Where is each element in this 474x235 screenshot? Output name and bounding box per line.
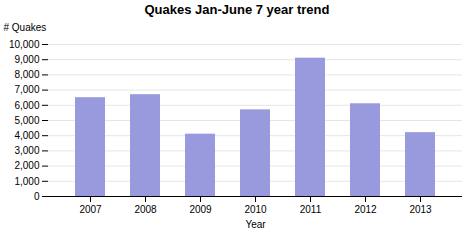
svg-text:2013: 2013 [409, 204, 432, 215]
svg-text:10,000: 10,000 [9, 39, 40, 50]
svg-text:5,000: 5,000 [14, 115, 39, 126]
svg-text:6,000: 6,000 [14, 100, 39, 111]
svg-text:2,000: 2,000 [14, 160, 39, 171]
svg-text:9,000: 9,000 [14, 54, 39, 65]
svg-text:2007: 2007 [79, 204, 102, 215]
svg-text:2011: 2011 [300, 204, 322, 215]
html-text:Quakes Jan-June 7 year trend: Quakes Jan-June 7 year trend [144, 2, 330, 17]
svg-text:0: 0 [34, 191, 40, 202]
svg-text:2008: 2008 [134, 204, 157, 215]
svg-text:# Quakes: # Quakes [4, 22, 47, 33]
svg-text:2009: 2009 [189, 204, 212, 215]
svg-text:7,000: 7,000 [14, 84, 39, 95]
svg-text:Year: Year [245, 219, 266, 230]
svg-text:2010: 2010 [244, 204, 267, 215]
svg-text:8,000: 8,000 [14, 69, 39, 80]
svg-text:2012: 2012 [354, 204, 377, 215]
svg-text:1,000: 1,000 [14, 176, 39, 187]
svg-text:3,000: 3,000 [14, 145, 39, 156]
svg-text:4,000: 4,000 [14, 130, 39, 141]
